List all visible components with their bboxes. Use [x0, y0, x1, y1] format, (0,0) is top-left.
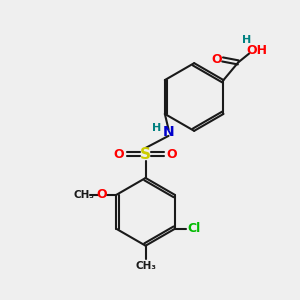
Text: CH₃: CH₃ [135, 261, 156, 271]
Text: CH₃: CH₃ [74, 190, 94, 200]
Text: O: O [167, 148, 177, 161]
Text: O: O [96, 188, 107, 201]
Text: O: O [114, 148, 124, 161]
Text: H: H [152, 123, 161, 133]
Text: Cl: Cl [188, 222, 201, 235]
Text: N: N [163, 125, 174, 139]
Text: S: S [140, 147, 151, 162]
Text: OH: OH [247, 44, 268, 57]
Text: O: O [212, 53, 222, 66]
Text: H: H [242, 35, 251, 45]
